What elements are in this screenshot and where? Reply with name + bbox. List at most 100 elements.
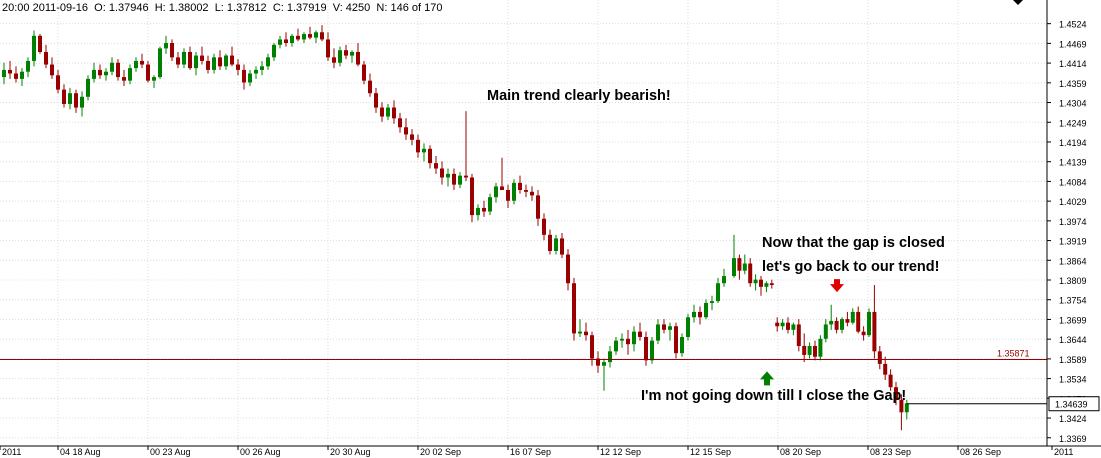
candle-body [494,186,498,198]
low-value: L: 1.37812 [214,2,267,14]
candle-body [753,279,758,284]
candle-body [500,186,504,191]
annotation-gap-closed: Now that the gap is closed [762,235,945,251]
candle-body [302,34,306,40]
candle-body [536,195,540,219]
candle-body [578,331,582,334]
candle-body [164,43,168,49]
x-tick-label: 08 23 Sep [870,447,911,457]
candle-body [386,107,390,117]
y-tick-label: 1.3699 [1059,315,1087,325]
candle-body [674,326,678,354]
candle-body [74,93,78,108]
chevron-down-icon [1013,0,1023,5]
candle-body [620,338,624,341]
candle-body [230,55,234,65]
candle-body [899,399,904,413]
candle-body [680,337,684,354]
candle-body [488,197,492,212]
candle-body [8,69,12,74]
x-tick-label: 12 12 Sep [600,447,641,457]
candle-body [380,107,384,117]
up-arrow-icon [760,371,774,386]
bar-count: N: 146 of 170 [376,2,443,14]
candle-body [452,173,456,185]
candle-body [584,331,588,336]
candle-body [732,258,736,277]
candle-body [194,55,198,69]
ohlc-readout: 20:00 2011-09-16 O: 1.37946 H: 1.38002 L… [2,2,442,14]
candle-body [780,322,785,327]
current-price-box [1048,396,1100,412]
candle-body [32,35,36,61]
candle-body [560,238,564,255]
y-tick-label: 1.3754 [1059,296,1087,306]
candle-body [786,322,790,330]
candle-body [644,337,648,361]
candle-body [140,60,144,65]
candle-body [614,340,618,352]
candle-body [122,77,126,81]
candle-body [242,69,246,83]
candle-body [134,60,138,69]
y-tick-label: 1.4359 [1059,79,1087,89]
candle-body [524,190,528,192]
candle-body [20,71,24,79]
candle-body [742,263,747,271]
candle-body [308,34,312,38]
candle-body [434,163,438,169]
candle-body [392,107,396,119]
candle-body [872,311,877,352]
high-value: H: 1.38002 [154,2,209,14]
candle-body [856,311,861,332]
candle-body [344,50,348,56]
candle-body [146,64,150,81]
candle-body [68,93,72,104]
candle-body [14,73,18,79]
x-tick-label: 2011 [1054,447,1073,457]
x-tick-label: 08 26 Sep [960,447,1001,457]
close-value: C: 1.37919 [272,2,327,14]
volume-value: V: 4250 [332,2,371,14]
candle-body [206,60,210,70]
candle-body [464,175,468,178]
y-tick-label: 1.3644 [1059,335,1087,345]
candle-body [656,324,660,341]
candle-body [668,326,672,330]
candle-body [590,335,594,359]
candle-body [877,351,882,364]
y-tick-label: 1.3589 [1059,355,1087,365]
candle-body [152,77,156,81]
candle-body [404,127,408,135]
x-tick-label: 20 30 Aug [330,447,371,457]
candle-body [2,69,6,78]
candle-body [332,57,336,63]
candle-body [362,64,366,81]
candle-body [284,39,288,44]
y-tick-label: 1.3864 [1059,256,1087,266]
candle-body [368,80,372,94]
candle-body [572,283,576,334]
candle-body [272,44,276,58]
candle-body [110,62,114,72]
candle-body [769,283,774,286]
y-tick-label: 1.4304 [1059,99,1087,109]
y-tick-label: 1.4249 [1059,118,1087,128]
candle-body [823,324,828,339]
candle-body [254,69,258,74]
x-tick-label: 00 23 Aug [150,447,191,457]
y-tick-label: 1.3919 [1059,237,1087,247]
y-tick-label: 1.4469 [1059,39,1087,49]
candle-body [176,57,180,65]
candle-body [98,69,102,76]
candle-body [398,118,402,128]
bar-time: 20:00 [2,2,30,14]
bar-date: 2011-09-16 [32,2,89,14]
candle-body [662,324,666,330]
candle-body [458,175,462,185]
candle-body [266,57,270,67]
x-tick-label: 00 26 Aug [240,447,281,457]
candle-body [128,68,132,81]
